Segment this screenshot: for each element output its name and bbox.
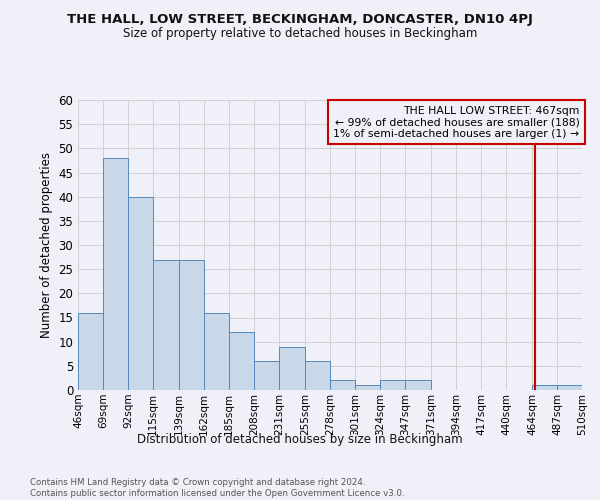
Bar: [103, 158, 128, 390]
Bar: [254, 361, 279, 390]
Bar: [355, 385, 380, 390]
Bar: [557, 385, 582, 390]
Bar: [532, 385, 557, 390]
Bar: [305, 361, 330, 390]
Text: Size of property relative to detached houses in Beckingham: Size of property relative to detached ho…: [123, 28, 477, 40]
Bar: [179, 260, 204, 390]
Text: Distribution of detached houses by size in Beckingham: Distribution of detached houses by size …: [137, 432, 463, 446]
Bar: [128, 196, 153, 390]
Text: Contains HM Land Registry data © Crown copyright and database right 2024.
Contai: Contains HM Land Registry data © Crown c…: [30, 478, 404, 498]
Bar: [78, 312, 103, 390]
Bar: [330, 380, 355, 390]
Bar: [582, 385, 600, 390]
Bar: [380, 380, 405, 390]
Bar: [229, 332, 254, 390]
Text: THE HALL, LOW STREET, BECKINGHAM, DONCASTER, DN10 4PJ: THE HALL, LOW STREET, BECKINGHAM, DONCAS…: [67, 12, 533, 26]
Bar: [279, 346, 305, 390]
Bar: [153, 260, 179, 390]
Bar: [204, 312, 229, 390]
Bar: [405, 380, 431, 390]
Y-axis label: Number of detached properties: Number of detached properties: [40, 152, 53, 338]
Text: THE HALL LOW STREET: 467sqm
← 99% of detached houses are smaller (188)
1% of sem: THE HALL LOW STREET: 467sqm ← 99% of det…: [334, 106, 580, 139]
